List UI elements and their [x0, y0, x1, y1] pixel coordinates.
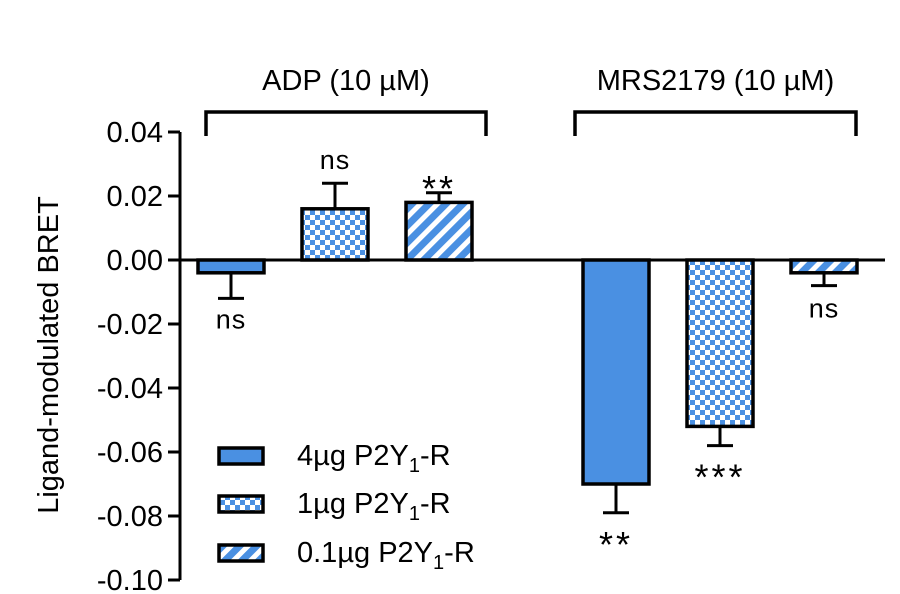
legend-label: 4µg P2Y1-R	[297, 440, 451, 477]
y-tick-label: -0.08	[97, 501, 163, 533]
bar	[789, 258, 859, 275]
y-tick-label: 0.00	[107, 245, 163, 277]
bars-layer: ns**ns*****ns	[180, 145, 885, 565]
group-bracket	[204, 110, 488, 136]
significance-label: **	[422, 168, 456, 209]
group-label: ADP (10 µM)	[262, 65, 430, 97]
bar	[404, 200, 474, 262]
significance-label: ***	[694, 457, 745, 498]
y-tick-label: -0.10	[97, 565, 163, 594]
bar	[196, 258, 266, 275]
significance-label: ns	[320, 145, 351, 175]
y-tick-label: -0.06	[97, 437, 163, 469]
group-label: MRS2179 (10 µM)	[597, 65, 835, 97]
significance-label: ns	[809, 294, 840, 324]
legend-swatch	[217, 494, 265, 514]
bar	[685, 258, 755, 429]
bar	[581, 258, 651, 486]
legend-swatch	[217, 446, 265, 466]
y-tick-label: -0.02	[97, 309, 163, 341]
legend-label: 0.1µg P2Y1-R	[297, 537, 475, 574]
y-tick-label: 0.04	[107, 117, 163, 149]
y-axis-label: Ligand-modulated BRET	[33, 196, 65, 514]
legend-label: 1µg P2Y1-R	[297, 488, 451, 525]
bar	[300, 207, 370, 262]
group-brackets: ADP (10 µM) MRS2179 (10 µM)	[204, 65, 858, 136]
y-axis: 0.04 0.02 0.00 -0.02 -0.04 -0.06 -0.08 -0.10	[97, 117, 182, 594]
significance-label: **	[599, 524, 633, 565]
group-bracket	[573, 110, 858, 136]
significance-label: ns	[216, 304, 247, 334]
legend: 4µg P2Y1-R 1µg P2Y1-R 0.1µg P2Y1-R	[217, 440, 475, 574]
y-tick-label: 0.02	[107, 181, 163, 213]
legend-swatch	[217, 543, 265, 563]
y-tick-label: -0.04	[97, 373, 163, 405]
